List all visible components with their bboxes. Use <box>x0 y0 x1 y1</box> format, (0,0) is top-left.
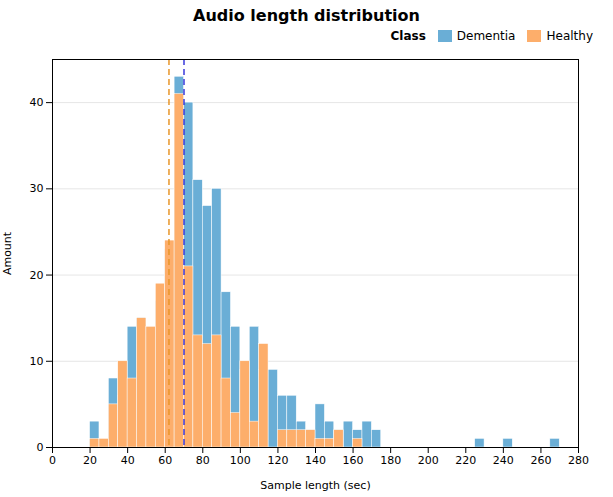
svg-text:80: 80 <box>196 454 210 467</box>
html-text:Audio length distribution: Audio length distribution <box>193 6 420 25</box>
svg-text:140: 140 <box>305 454 326 467</box>
svg-text:120: 120 <box>267 454 288 467</box>
svg-text:100: 100 <box>230 454 251 467</box>
svg-text:40: 40 <box>30 96 44 109</box>
svg-text:20: 20 <box>83 454 97 467</box>
svg-text:40: 40 <box>121 454 135 467</box>
svg-text:Amount: Amount <box>1 231 14 275</box>
svg-text:20: 20 <box>30 269 44 282</box>
svg-text:220: 220 <box>455 454 476 467</box>
html-text:Dementia: Dementia <box>456 29 516 43</box>
svg-text:0: 0 <box>49 454 56 467</box>
svg-text:Sample length (sec): Sample length (sec) <box>260 479 370 492</box>
svg-text:160: 160 <box>343 454 364 467</box>
svg-text:30: 30 <box>30 182 44 195</box>
svg-text:60: 60 <box>158 454 172 467</box>
svg-text:240: 240 <box>493 454 514 467</box>
html-text:Class: Class <box>390 29 426 43</box>
svg-text:260: 260 <box>530 454 551 467</box>
svg-text:200: 200 <box>418 454 439 467</box>
svg-text:280: 280 <box>568 454 589 467</box>
svg-text:0: 0 <box>37 441 44 454</box>
svg-text:180: 180 <box>380 454 401 467</box>
html-text:Healthy: Healthy <box>546 29 593 43</box>
svg-text:10: 10 <box>30 355 44 368</box>
